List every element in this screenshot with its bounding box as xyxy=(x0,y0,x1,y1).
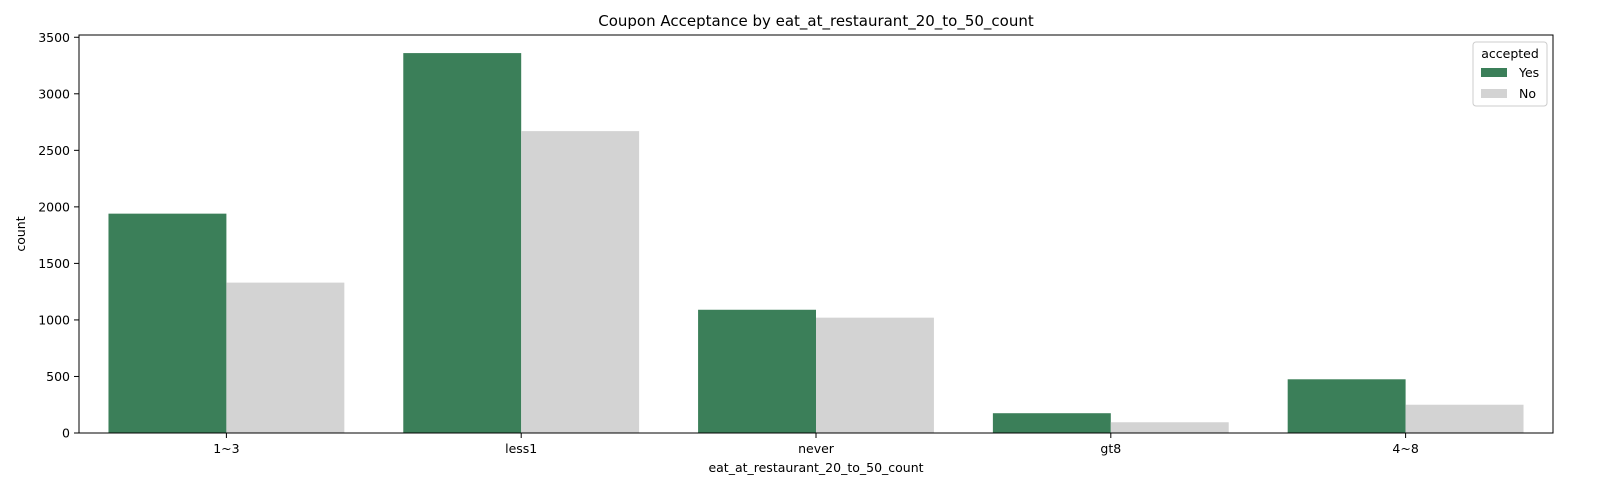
y-tick-label: 500 xyxy=(46,369,70,384)
y-tick-label: 3500 xyxy=(38,30,70,45)
x-axis-label: eat_at_restaurant_20_to_50_count xyxy=(708,460,923,475)
legend-label-yes: Yes xyxy=(1518,65,1539,80)
bar-yes-4 xyxy=(1287,379,1406,433)
y-tick-label: 1000 xyxy=(38,312,70,327)
legend-title: accepted xyxy=(1481,46,1539,61)
x-tick-label: never xyxy=(798,441,835,456)
y-tick-label: 1500 xyxy=(38,256,70,271)
x-tick-label: 1~3 xyxy=(213,441,239,456)
x-tick-label: less1 xyxy=(505,441,537,456)
y-tick-label: 2500 xyxy=(38,143,70,158)
y-tick-label: 0 xyxy=(62,426,70,441)
x-axis: 1~3 less1 never gt8 4~8 xyxy=(213,433,1419,456)
bar-no-1 xyxy=(521,131,640,434)
legend-label-no: No xyxy=(1519,86,1536,101)
bar-no-4 xyxy=(1405,404,1524,433)
y-tick-label: 3000 xyxy=(38,86,70,101)
chart-title: Coupon Acceptance by eat_at_restaurant_2… xyxy=(598,12,1034,31)
y-axis: 0 500 1000 1500 2000 2500 3000 3500 xyxy=(38,30,79,441)
bar-no-0 xyxy=(226,282,345,433)
y-tick-label: 2000 xyxy=(38,199,70,214)
x-tick-label: gt8 xyxy=(1100,441,1121,456)
bar-yes-1 xyxy=(403,53,522,434)
legend: accepted Yes No xyxy=(1472,41,1548,107)
bar-yes-2 xyxy=(698,309,816,433)
bar-no-2 xyxy=(816,317,934,433)
legend-swatch-yes xyxy=(1481,68,1507,77)
plot-frame xyxy=(78,34,1554,434)
legend-swatch-no xyxy=(1481,89,1507,98)
bars-layer xyxy=(108,53,1524,434)
bar-yes-0 xyxy=(108,213,227,433)
y-axis-label: count xyxy=(13,216,28,251)
bar-yes-3 xyxy=(992,413,1111,433)
x-tick-label: 4~8 xyxy=(1392,441,1418,456)
bar-no-3 xyxy=(1110,422,1229,433)
